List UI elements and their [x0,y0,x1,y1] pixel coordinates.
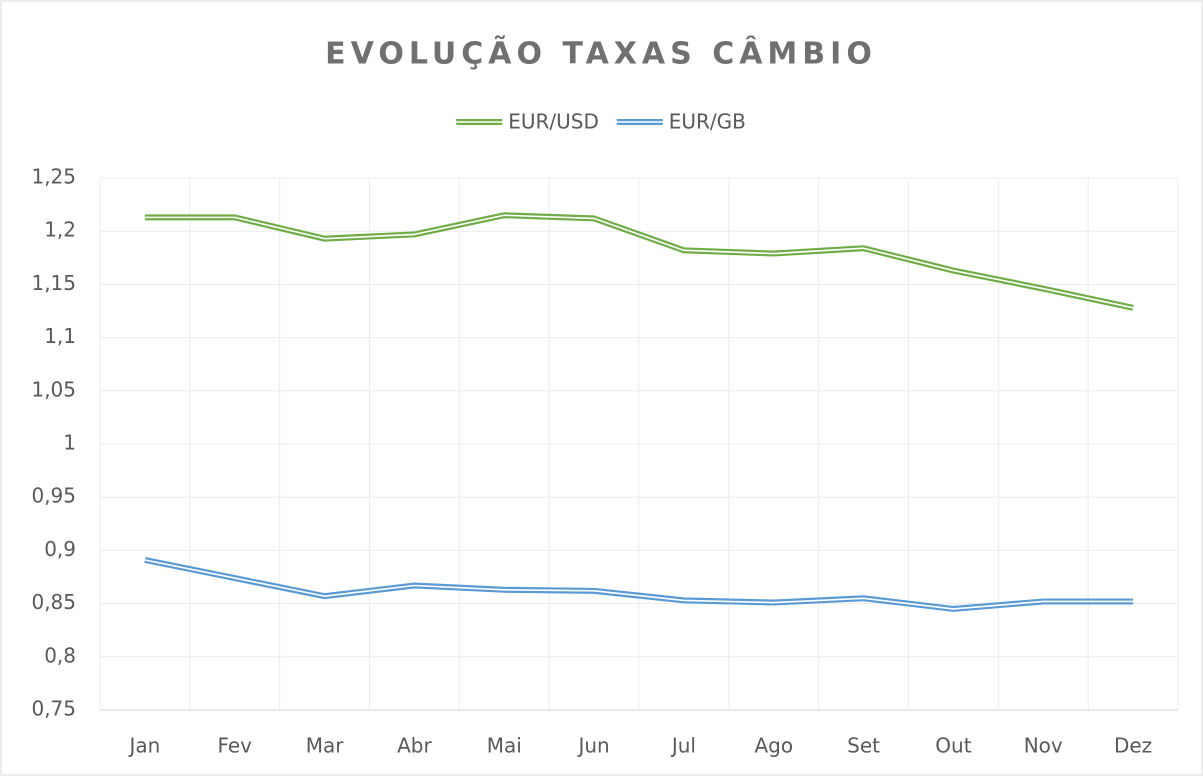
y-tick-label: 1,05 [31,377,76,401]
x-tick-label: Ago [754,734,793,758]
y-tick-label: 0,9 [44,537,76,561]
y-tick-label: 0,95 [31,484,76,508]
x-tick-label: Mai [487,734,522,758]
y-tick-label: 1 [63,431,76,455]
legend-label: EUR/USD [508,110,599,134]
x-tick-label: Jul [670,734,696,758]
x-tick-label: Fev [217,734,252,758]
y-tick-label: 0,85 [31,590,76,614]
x-tick-label: Mar [306,734,345,758]
y-tick-label: 1,25 [31,165,76,189]
series-line-inner [144,559,1134,610]
y-tick-label: 1,15 [31,271,76,295]
x-tick-label: Dez [1114,734,1152,758]
y-tick-label: 1,2 [44,218,76,242]
x-tick-label: Set [847,734,880,758]
chart-title: EVOLUÇÃO TAXAS CÂMBIO [325,35,877,72]
y-tick-label: 0,8 [44,643,76,667]
x-tick-label: Nov [1024,734,1063,758]
legend-label: EUR/GB [669,110,746,134]
y-tick-label: 1,1 [44,324,76,348]
x-tick-label: Abr [397,734,432,758]
y-tick-label: 0,75 [31,697,76,721]
x-tick-label: Out [935,734,971,758]
x-tick-label: Jan [127,734,160,758]
x-tick-label: Jun [576,734,609,758]
series-line-inner [144,214,1134,309]
